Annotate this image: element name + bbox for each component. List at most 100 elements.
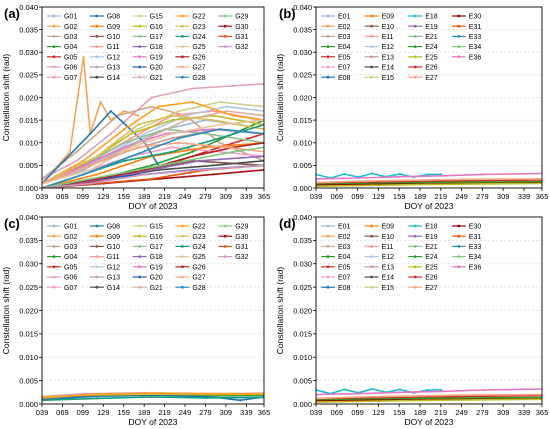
- data-point-G31: [150, 177, 153, 181]
- legend-marker-E09: [370, 14, 373, 18]
- y-tick-label: 0.025: [19, 283, 38, 292]
- legend-label-E15: E15: [382, 285, 395, 292]
- x-tick-label: 189: [414, 192, 427, 201]
- axes-frame: [41, 216, 265, 405]
- legend-label-G17: G17: [150, 244, 163, 251]
- legend-marker-E19: [413, 24, 417, 28]
- series-line-G26: [42, 142, 264, 188]
- legend-marker-G24: [181, 35, 184, 38]
- legend-label-E12: E12: [382, 44, 395, 51]
- legend-marker-E24: [413, 255, 417, 258]
- data-point-E24: [475, 181, 478, 184]
- legend-marker-G16: [138, 234, 142, 238]
- legend-marker-G32: [223, 255, 227, 258]
- legend-marker-E24: [413, 45, 417, 48]
- data-point-G17: [205, 132, 208, 135]
- legend-marker-E05: [326, 265, 330, 269]
- legend-label-G25: G25: [192, 44, 205, 51]
- x-tick-label: 039: [36, 408, 49, 417]
- legend-marker-E07: [326, 65, 330, 69]
- data-point-E18: [398, 388, 401, 391]
- data-point-E36: [398, 175, 401, 178]
- legend-label-E30: E30: [469, 14, 482, 21]
- legend-marker-E02: [326, 234, 330, 238]
- legend-marker-G30: [223, 234, 227, 238]
- legend-label-G23: G23: [192, 24, 205, 31]
- data-point-G01: [82, 168, 85, 171]
- data-point-E24: [419, 397, 422, 400]
- legend-label-G20: G20: [150, 275, 163, 282]
- legend-marker-E26: [413, 65, 417, 69]
- legend-label-G21: G21: [150, 285, 163, 292]
- data-point-G14: [211, 164, 215, 167]
- data-point-G21: [225, 109, 228, 113]
- data-point-G06: [82, 392, 85, 395]
- legend-label-E09: E09: [382, 224, 395, 231]
- legend-label-G09: G09: [107, 24, 120, 31]
- legend-label-G21: G21: [150, 75, 163, 82]
- x-tick-label: 129: [372, 192, 385, 201]
- legend-label-E26: E26: [425, 65, 438, 72]
- legend-marker-G15: [138, 14, 142, 18]
- legend-label-G13: G13: [107, 275, 120, 282]
- data-point-E24: [475, 396, 478, 400]
- data-point-G13: [170, 137, 174, 140]
- legend-label-G10: G10: [107, 34, 120, 41]
- legend-label-E18: E18: [425, 224, 438, 231]
- legend-label-G16: G16: [150, 24, 163, 31]
- legend-marker-E33: [457, 35, 461, 38]
- legend-label-E25: E25: [425, 264, 438, 271]
- axes-frame: [41, 6, 265, 189]
- legend-marker-G10: [95, 245, 99, 248]
- x-tick-label: 365: [536, 192, 549, 201]
- data-point-G27: [225, 146, 228, 149]
- legend-marker-G03: [52, 245, 56, 248]
- legend-label-G01: G01: [64, 14, 77, 21]
- data-point-G21: [184, 119, 187, 122]
- axes-frame: [315, 6, 543, 189]
- legend-label-E27: E27: [425, 75, 438, 82]
- data-point-G06: [109, 132, 112, 135]
- legend-label-E11: E11: [382, 244, 394, 251]
- legend-marker-E12: [370, 255, 373, 258]
- data-point-E25: [371, 400, 374, 403]
- legend-label-G05: G05: [64, 264, 77, 271]
- legend-label-G28: G28: [192, 75, 205, 82]
- y-tick-label: 0.030: [293, 48, 312, 57]
- legend-label-E19: E19: [425, 24, 438, 31]
- panel-label: (c): [4, 216, 20, 231]
- legend-marker-G24: [181, 245, 184, 248]
- data-point-E18: [371, 387, 374, 391]
- x-tick-label: 129: [97, 192, 110, 201]
- x-tick-label: 279: [199, 408, 212, 417]
- legend-label-G25: G25: [192, 254, 205, 261]
- data-point-G28: [130, 155, 133, 158]
- legend-marker-G17: [138, 35, 142, 38]
- data-point-E27: [461, 394, 464, 397]
- y-tick-label: 0.005: [19, 161, 38, 170]
- x-tick-label: 069: [56, 192, 69, 201]
- series-group: [42, 391, 264, 402]
- data-point-E18: [343, 388, 346, 391]
- y-tick-label: 0.010: [19, 353, 38, 362]
- data-point-G22: [157, 392, 160, 395]
- legend-label-E26: E26: [425, 275, 438, 282]
- legend-marker-G08: [95, 14, 99, 18]
- data-point-G26: [191, 155, 194, 158]
- legend-marker-G11: [95, 45, 99, 48]
- y-tick-label: 0.020: [19, 93, 38, 102]
- legend-marker-E05: [326, 55, 330, 59]
- data-point-G24: [205, 396, 208, 400]
- legend-marker-G11: [95, 255, 99, 258]
- legend-marker-E03: [326, 35, 330, 38]
- x-tick-label: 159: [393, 192, 406, 201]
- legend-label-E31: E31: [469, 24, 482, 31]
- y-tick-label: 0.020: [19, 306, 38, 315]
- legend-label-E10: E10: [382, 234, 395, 241]
- legend-marker-G02: [52, 234, 56, 238]
- legend-label-E08: E08: [338, 75, 351, 82]
- x-tick-label: 039: [36, 192, 49, 201]
- x-tick-label: 279: [476, 408, 489, 417]
- data-point-G18: [198, 159, 201, 162]
- legend-marker-E25: [413, 55, 417, 59]
